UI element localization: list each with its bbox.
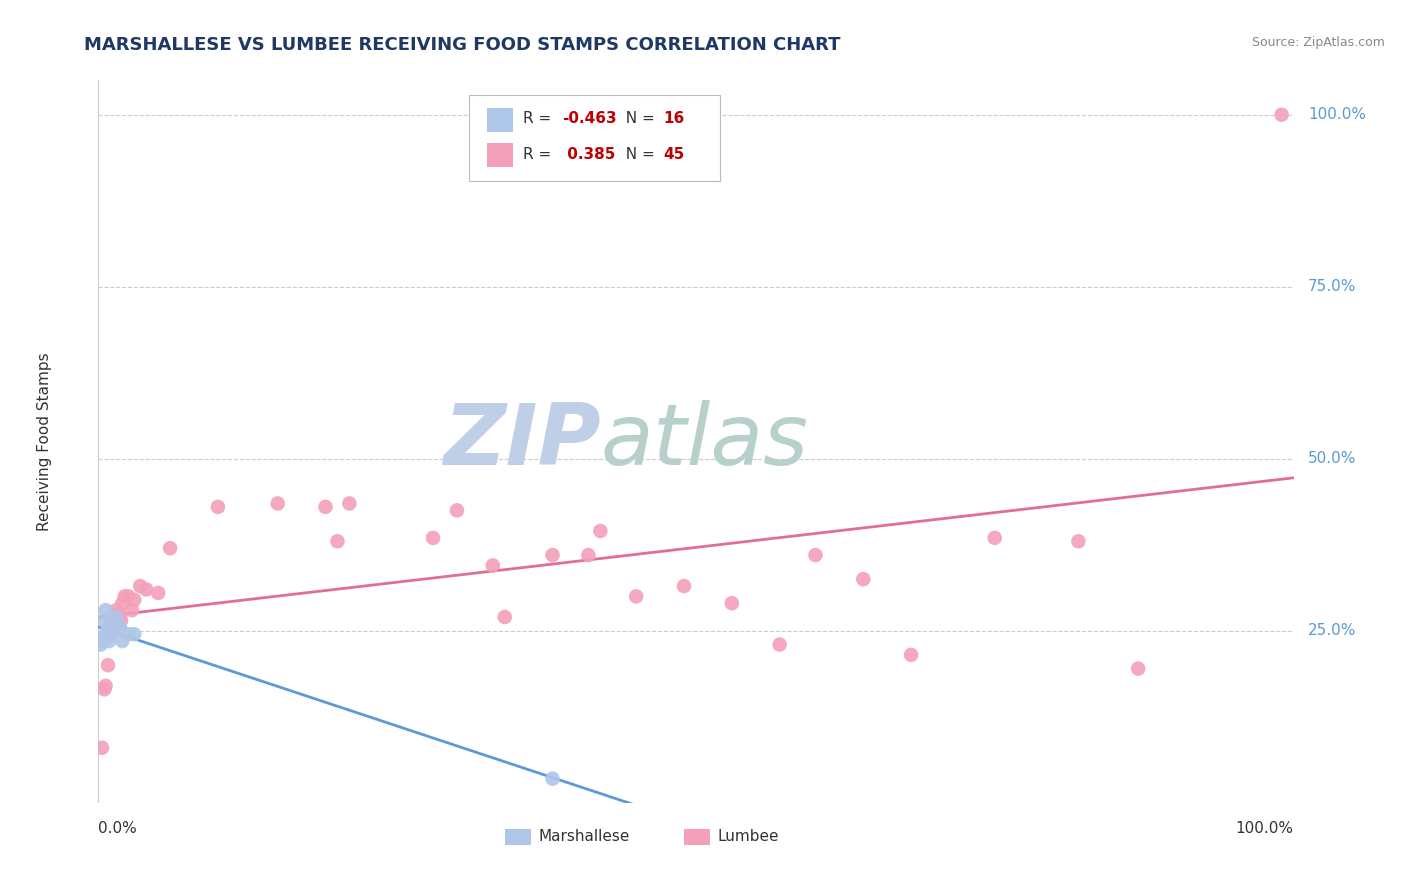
- Point: [852, 572, 875, 586]
- Point: [98, 634, 121, 648]
- Point: [148, 586, 170, 600]
- Point: [124, 592, 146, 607]
- Text: 25.0%: 25.0%: [1308, 624, 1357, 639]
- Point: [984, 531, 1007, 545]
- Point: [91, 634, 114, 648]
- Point: [94, 603, 117, 617]
- Point: [1271, 108, 1294, 122]
- Point: [100, 614, 122, 628]
- Text: 0.385: 0.385: [562, 147, 616, 162]
- Text: 50.0%: 50.0%: [1308, 451, 1357, 467]
- FancyBboxPatch shape: [470, 95, 720, 181]
- Point: [101, 624, 124, 638]
- Point: [267, 496, 290, 510]
- Bar: [486, 109, 513, 132]
- Point: [98, 627, 122, 641]
- Point: [315, 500, 337, 514]
- Point: [721, 596, 744, 610]
- Point: [108, 610, 131, 624]
- Text: R =: R =: [523, 112, 555, 126]
- Point: [446, 503, 468, 517]
- Point: [96, 624, 118, 638]
- Text: Marshallese: Marshallese: [538, 830, 630, 844]
- Point: [900, 648, 922, 662]
- Point: [107, 607, 129, 621]
- Text: 45: 45: [664, 147, 685, 162]
- Text: 100.0%: 100.0%: [1236, 821, 1294, 836]
- Point: [98, 624, 122, 638]
- Point: [117, 590, 139, 604]
- Point: [339, 496, 361, 510]
- Point: [94, 679, 117, 693]
- Text: Source: ZipAtlas.com: Source: ZipAtlas.com: [1251, 36, 1385, 49]
- Point: [101, 616, 124, 631]
- Point: [626, 590, 648, 604]
- Text: N =: N =: [616, 112, 659, 126]
- Point: [90, 638, 112, 652]
- Point: [91, 631, 114, 645]
- Point: [1128, 662, 1150, 676]
- Point: [481, 558, 505, 573]
- Point: [159, 541, 181, 556]
- Point: [107, 616, 129, 631]
- Text: N =: N =: [616, 147, 659, 162]
- Point: [768, 638, 790, 652]
- Text: -0.463: -0.463: [562, 112, 617, 126]
- Point: [1067, 534, 1090, 549]
- Point: [111, 634, 134, 648]
- Point: [422, 531, 444, 545]
- Text: atlas: atlas: [600, 400, 808, 483]
- Point: [124, 627, 146, 641]
- Point: [326, 534, 349, 549]
- Point: [589, 524, 612, 538]
- Point: [673, 579, 696, 593]
- Text: R =: R =: [523, 147, 561, 162]
- Point: [105, 603, 128, 617]
- Point: [541, 548, 564, 562]
- Bar: [486, 143, 513, 167]
- Point: [135, 582, 157, 597]
- Point: [103, 610, 125, 624]
- Point: [91, 740, 114, 755]
- Bar: [685, 829, 710, 845]
- Point: [114, 590, 136, 604]
- Point: [105, 610, 128, 624]
- Point: [110, 614, 132, 628]
- Point: [97, 627, 120, 641]
- Point: [111, 596, 134, 610]
- Point: [494, 610, 516, 624]
- Text: Lumbee: Lumbee: [717, 830, 779, 844]
- Text: 16: 16: [664, 112, 685, 126]
- Point: [207, 500, 229, 514]
- Point: [93, 682, 115, 697]
- Point: [804, 548, 827, 562]
- Point: [541, 772, 564, 786]
- Bar: [505, 829, 531, 845]
- Point: [117, 627, 139, 641]
- Point: [97, 658, 120, 673]
- Point: [93, 614, 115, 628]
- Point: [129, 579, 152, 593]
- Text: ZIP: ZIP: [443, 400, 600, 483]
- Text: 0.0%: 0.0%: [98, 821, 138, 836]
- Text: Receiving Food Stamps: Receiving Food Stamps: [37, 352, 52, 531]
- Text: MARSHALLESE VS LUMBEE RECEIVING FOOD STAMPS CORRELATION CHART: MARSHALLESE VS LUMBEE RECEIVING FOOD STA…: [84, 36, 841, 54]
- Point: [121, 603, 143, 617]
- Text: 100.0%: 100.0%: [1308, 107, 1365, 122]
- Point: [578, 548, 600, 562]
- Point: [108, 620, 131, 634]
- Text: 75.0%: 75.0%: [1308, 279, 1357, 294]
